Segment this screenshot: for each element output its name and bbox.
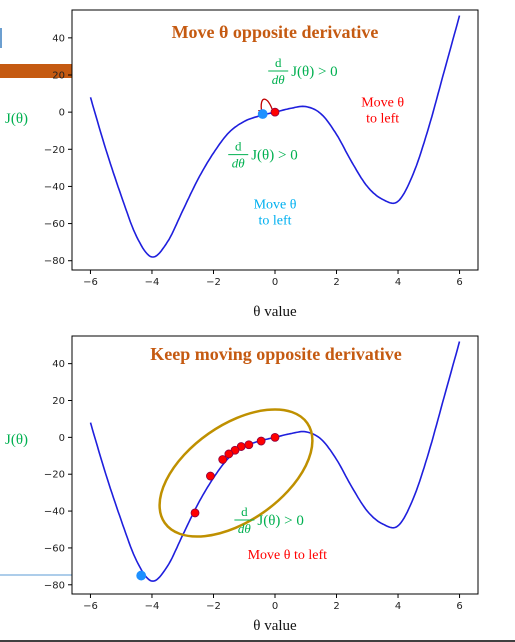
bottom-theta-point	[218, 455, 228, 464]
top-chart-title: Move θ opposite derivative	[172, 22, 379, 42]
bottom-x-tick-label: 6	[456, 601, 462, 612]
top-x-tick-label: 0	[272, 277, 278, 288]
derivative-expression: J(θ) > 0	[257, 513, 303, 529]
bottom-x-tick-label: −6	[83, 601, 98, 612]
bottom-x-tick-label: −2	[206, 601, 221, 612]
slide-orange-bar-left	[0, 64, 74, 78]
top-points	[257, 107, 280, 119]
bottom-x-axis-label: θ value	[253, 618, 297, 634]
bottom-theta-point	[136, 570, 147, 581]
bottom-theta-point	[206, 471, 215, 481]
bottom-derivative-annotation: d dθ J(θ) > 0	[234, 504, 304, 536]
top-x-tick-label: 2	[333, 277, 339, 288]
top-move-annotation: Move θto left	[254, 198, 297, 229]
derivative-numerator: d	[241, 504, 248, 519]
bottom-theta-point	[190, 508, 200, 518]
bottom-x-tick-label: 4	[395, 601, 401, 612]
bottom-theta-point	[256, 436, 266, 446]
top-y-tick-label: −60	[44, 219, 65, 230]
top-x-axis-label: θ value	[253, 304, 297, 320]
move-annotation-line: Move θ	[254, 198, 297, 213]
top-y-tick-label: 40	[52, 33, 65, 44]
bottom-y-axis-label: J(θ)	[5, 432, 28, 448]
derivative-expression: J(θ) > 0	[291, 64, 337, 80]
bottom-y-tick-label: −40	[44, 507, 65, 518]
derivative-denominator: dθ	[232, 156, 246, 171]
top-x-tick-label: −2	[206, 277, 221, 288]
derivative-denominator: dθ	[238, 521, 252, 536]
top-derivative-annotation: d dθ J(θ) > 0	[228, 139, 298, 171]
bottom-chart-title: Keep moving opposite derivative	[150, 344, 401, 364]
bottom-annotations: d dθ J(θ) > 0 Move θ to left	[234, 504, 327, 563]
top-y-tick-label: −40	[44, 182, 65, 193]
bottom-y-tick-label: −80	[44, 580, 65, 591]
bottom-highlight-ellipse	[158, 408, 314, 538]
top-x-tick-label: −6	[83, 277, 98, 288]
bottom-y-tick-label: 0	[59, 433, 65, 444]
bottom-plot-frame	[71, 335, 479, 595]
bottom-y-tick-label: −20	[44, 470, 65, 481]
derivative-denominator: dθ	[272, 72, 286, 87]
top-x-tick-label: 6	[456, 277, 462, 288]
top-y-tick-label: 0	[59, 108, 65, 119]
derivative-numerator: d	[235, 139, 242, 154]
bottom-points	[136, 432, 280, 581]
bottom-x-tick-label: −4	[145, 601, 160, 612]
bottom-x-tick-label: 0	[272, 601, 278, 612]
top-derivative-annotation: d dθ J(θ) > 0	[268, 55, 338, 87]
top-x-tick-label: 4	[395, 277, 401, 288]
move-annotation-line: Move θ to left	[248, 548, 328, 563]
bottom-theta-point	[270, 432, 280, 442]
move-annotation-line: to left	[366, 112, 399, 127]
top-theta-point	[257, 109, 268, 119]
bottom-y-tick-label: −60	[44, 543, 65, 554]
top-move-annotation: Move θto left	[361, 96, 404, 127]
bottom-theta-point	[224, 449, 234, 459]
top-x-tick-label: −4	[145, 277, 160, 288]
bottom-move-annotation: Move θ to left	[248, 548, 328, 563]
move-annotation-line: to left	[258, 214, 291, 229]
bottom-y-tick-label: 40	[52, 359, 65, 370]
top-y-tick-label: −20	[44, 145, 65, 156]
move-annotation-line: Move θ	[361, 96, 404, 111]
top-theta-point	[270, 107, 280, 117]
top-y-tick-label: 20	[52, 71, 65, 82]
derivative-numerator: d	[275, 55, 282, 70]
top-y-axis-label: J(θ)	[5, 111, 28, 127]
top-y-tick-label: −80	[44, 256, 65, 267]
bottom-x-tick-label: 2	[333, 601, 339, 612]
bottom-y-tick-label: 20	[52, 396, 65, 407]
top-plot-frame	[71, 9, 479, 271]
bottom-theta-point	[244, 440, 254, 450]
derivative-expression: J(θ) > 0	[251, 148, 297, 164]
